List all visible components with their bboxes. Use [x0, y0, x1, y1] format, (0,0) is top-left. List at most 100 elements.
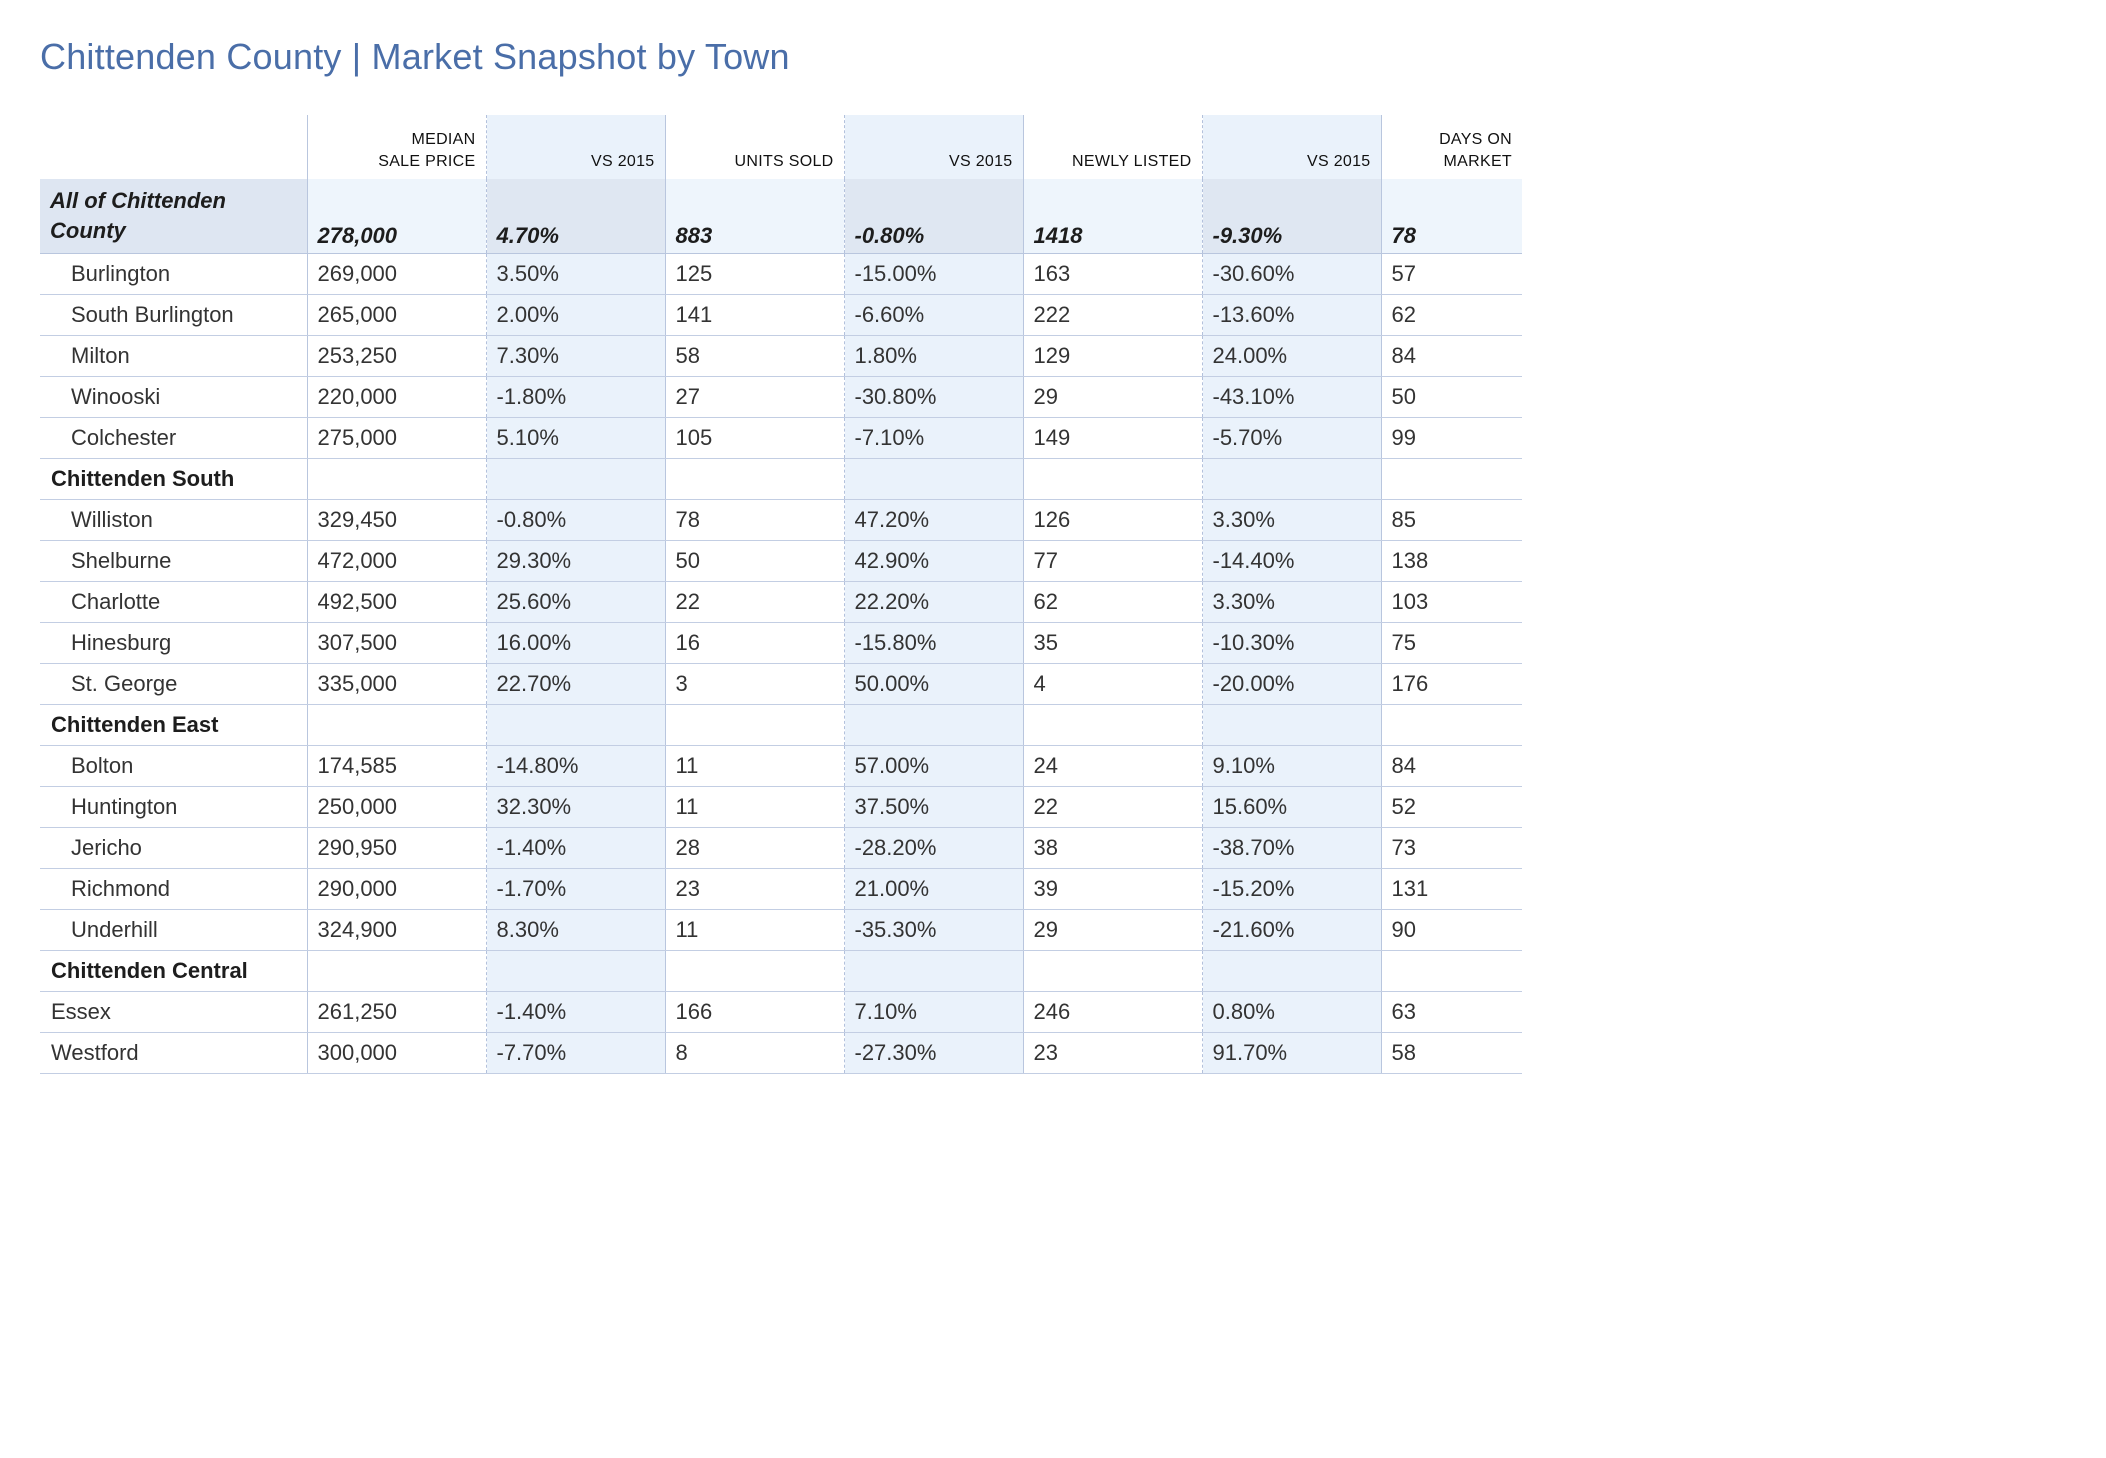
- newly-listed-cell: 126: [1022, 499, 1202, 541]
- days-on-market-cell: 52: [1380, 786, 1522, 828]
- section-label: Chittenden Central: [40, 950, 307, 992]
- header-vs-2015-listed: VS 2015: [1201, 115, 1381, 179]
- median-sale-price-cell: 492,500: [306, 581, 486, 623]
- vs-2015-units-cell: 37.50%: [843, 786, 1023, 828]
- vs-2015-listed-cell: 0.80%: [1201, 991, 1381, 1033]
- units-sold-cell: 11: [664, 745, 844, 787]
- newly-listed-cell: 29: [1022, 376, 1202, 418]
- median-sale-price-cell: 253,250: [306, 335, 486, 377]
- newly-listed-cell: 62: [1022, 581, 1202, 623]
- section-empty-cell: [1201, 704, 1381, 746]
- vs-2015-listed-cell: -30.60%: [1201, 253, 1381, 295]
- vs-2015-listed-cell: -10.30%: [1201, 622, 1381, 664]
- vs-2015-units-cell: 47.20%: [843, 499, 1023, 541]
- vs-2015-price-cell: -1.40%: [485, 991, 665, 1033]
- vs-2015-price-cell: 29.30%: [485, 540, 665, 582]
- table-row: Underhill 324,900 8.30% 11 -35.30% 29 -21.60% 9…: [40, 909, 1522, 951]
- units-sold-cell: 22: [664, 581, 844, 623]
- vs-2015-price-cell: -1.70%: [485, 868, 665, 910]
- units-sold-cell: 8: [664, 1032, 844, 1074]
- county-label: All of Chittenden County: [40, 179, 307, 254]
- vs-2015-price-cell: 8.30%: [485, 909, 665, 951]
- vs-2015-units-cell: 42.90%: [843, 540, 1023, 582]
- newly-listed-cell: 22: [1022, 786, 1202, 828]
- table-row: Colchester 275,000 5.10% 105 -7.10% 149 -5.70%…: [40, 417, 1522, 459]
- section-empty-cell: [485, 704, 665, 746]
- newly-listed-cell: 35: [1022, 622, 1202, 664]
- vs-2015-listed-cell: -21.60%: [1201, 909, 1381, 951]
- header-units-sold: UNITS SOLD: [664, 115, 844, 179]
- table-row: Williston 329,450 -0.80% 78 47.20% 126 3.30% 85: [40, 499, 1522, 541]
- units-sold-cell: 141: [664, 294, 844, 336]
- units-sold-cell: 11: [664, 909, 844, 951]
- table-row: Westford 300,000 -7.70% 8 -27.30% 23 91.70% 58: [40, 1032, 1522, 1074]
- header-days-on-market: DAYS ON MARKET: [1380, 115, 1522, 179]
- days-on-market-cell: 90: [1380, 909, 1522, 951]
- units-sold-cell: 78: [664, 499, 844, 541]
- county-dom: 78: [1380, 179, 1522, 254]
- town-name-cell: Jericho: [40, 827, 307, 869]
- town-name-cell: Essex: [40, 991, 307, 1033]
- section-empty-cell: [1380, 704, 1522, 746]
- vs-2015-listed-cell: -15.20%: [1201, 868, 1381, 910]
- town-name-cell: Williston: [40, 499, 307, 541]
- county-median: 278,000: [306, 179, 486, 254]
- newly-listed-cell: 4: [1022, 663, 1202, 705]
- header-median-sale-price: MEDIAN SALE PRICE: [306, 115, 486, 179]
- vs-2015-listed-cell: 15.60%: [1201, 786, 1381, 828]
- days-on-market-cell: 99: [1380, 417, 1522, 459]
- vs-2015-price-cell: 3.50%: [485, 253, 665, 295]
- header-town: [40, 115, 307, 179]
- page-title: Chittenden County | Market Snapshot by T…: [40, 36, 790, 77]
- units-sold-cell: 28: [664, 827, 844, 869]
- median-sale-price-cell: 335,000: [306, 663, 486, 705]
- section-empty-cell: [1380, 950, 1522, 992]
- section-empty-cell: [1201, 950, 1381, 992]
- county-vs-2015-units: -0.80%: [843, 179, 1023, 254]
- table-row: St. George 335,000 22.70% 3 50.00% 4 -20.00% 17…: [40, 663, 1522, 705]
- section-empty-cell: [1201, 458, 1381, 500]
- days-on-market-cell: 138: [1380, 540, 1522, 582]
- vs-2015-units-cell: 21.00%: [843, 868, 1023, 910]
- town-name-cell: St. George: [40, 663, 307, 705]
- vs-2015-listed-cell: -14.40%: [1201, 540, 1381, 582]
- vs-2015-units-cell: -27.30%: [843, 1032, 1023, 1074]
- town-name-cell: Charlotte: [40, 581, 307, 623]
- units-sold-cell: 105: [664, 417, 844, 459]
- newly-listed-cell: 77: [1022, 540, 1202, 582]
- section-empty-cell: [1022, 950, 1202, 992]
- table-row: Milton 253,250 7.30% 58 1.80% 129 24.00% 84: [40, 335, 1522, 377]
- section-empty-cell: [664, 704, 844, 746]
- vs-2015-listed-cell: 9.10%: [1201, 745, 1381, 787]
- vs-2015-listed-cell: 3.30%: [1201, 499, 1381, 541]
- section-header-row: Chittenden Central: [40, 950, 1522, 992]
- town-name-cell: Milton: [40, 335, 307, 377]
- median-sale-price-cell: 300,000: [306, 1032, 486, 1074]
- section-empty-cell: [306, 458, 486, 500]
- section-empty-cell: [664, 458, 844, 500]
- section-empty-cell: [1022, 704, 1202, 746]
- vs-2015-listed-cell: -38.70%: [1201, 827, 1381, 869]
- days-on-market-cell: 85: [1380, 499, 1522, 541]
- market-snapshot-table: MEDIAN SALE PRICE VS 2015 UNITS SOLD VS …: [40, 115, 1522, 1074]
- header-dom-line1: DAYS ON: [1439, 131, 1512, 148]
- header-dom-line2: MARKET: [1443, 153, 1512, 170]
- header-row: MEDIAN SALE PRICE VS 2015 UNITS SOLD VS …: [40, 115, 1522, 179]
- vs-2015-units-cell: -30.80%: [843, 376, 1023, 418]
- newly-listed-cell: 23: [1022, 1032, 1202, 1074]
- vs-2015-listed-cell: 3.30%: [1201, 581, 1381, 623]
- median-sale-price-cell: 269,000: [306, 253, 486, 295]
- days-on-market-cell: 103: [1380, 581, 1522, 623]
- days-on-market-cell: 57: [1380, 253, 1522, 295]
- county-label-line2: County: [50, 218, 126, 243]
- county-units: 883: [664, 179, 844, 254]
- vs-2015-price-cell: -7.70%: [485, 1032, 665, 1074]
- vs-2015-units-cell: 7.10%: [843, 991, 1023, 1033]
- table-row: South Burlington 265,000 2.00% 141 -6.60% 222…: [40, 294, 1522, 336]
- section-empty-cell: [1380, 458, 1522, 500]
- days-on-market-cell: 73: [1380, 827, 1522, 869]
- county-vs-2015-listed: -9.30%: [1201, 179, 1381, 254]
- vs-2015-units-cell: -15.00%: [843, 253, 1023, 295]
- section-empty-cell: [485, 950, 665, 992]
- median-sale-price-cell: 324,900: [306, 909, 486, 951]
